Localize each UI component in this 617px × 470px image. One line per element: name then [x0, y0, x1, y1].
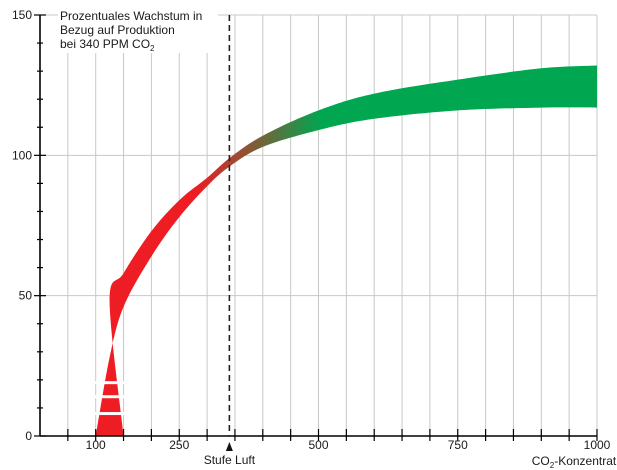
- grid: [40, 14, 598, 436]
- x-tick-label: 500: [308, 438, 328, 452]
- marker-group: Stufe Luft: [204, 15, 256, 467]
- title-line-subscript: 2: [150, 44, 155, 53]
- title-line-2: Bezug auf Produktion: [60, 23, 175, 37]
- growth-band: [95, 65, 597, 436]
- ticks: [34, 14, 598, 441]
- title-backdrop: [58, 9, 218, 53]
- x-axis-label-group: CO2-Konzentration: [532, 454, 617, 470]
- title-line-text: bei 340 PPM CO: [60, 37, 150, 51]
- x-axis-label-subscript: 2: [550, 461, 555, 470]
- title-line-text: Prozentuales Wachstum in: [60, 9, 202, 23]
- x-tick-label: 750: [448, 438, 468, 452]
- x-axis-label: CO2-Konzentration: [532, 454, 617, 470]
- title-line-text: Bezug auf Produktion: [60, 23, 175, 37]
- y-tick-label: 100: [12, 148, 32, 162]
- title-line-1: Prozentuales Wachstum in: [60, 9, 202, 23]
- band-gap: [91, 412, 132, 416]
- x-axis-label-main: CO: [532, 454, 550, 468]
- x-tick-label: 100: [86, 438, 106, 452]
- tick-labels: 0 50 100 150 100 250 500 750 1000: [12, 8, 611, 452]
- y-tick-label: 50: [19, 289, 33, 303]
- title-line-3: bei 340 PPM CO2: [60, 37, 155, 53]
- marker-arrow-icon: [225, 442, 233, 451]
- band-gap: [91, 395, 132, 399]
- x-tick-label: 250: [169, 438, 189, 452]
- x-axis-label-rest: -Konzentration: [554, 454, 617, 468]
- band-gap: [91, 381, 132, 385]
- band-gaps: [91, 381, 132, 416]
- growth-band-area: [95, 65, 597, 436]
- y-tick-label: 150: [12, 8, 32, 22]
- x-tick-label: 1000: [584, 438, 611, 452]
- y-tick-label: 0: [25, 429, 32, 443]
- marker-label: Stufe Luft: [204, 453, 256, 467]
